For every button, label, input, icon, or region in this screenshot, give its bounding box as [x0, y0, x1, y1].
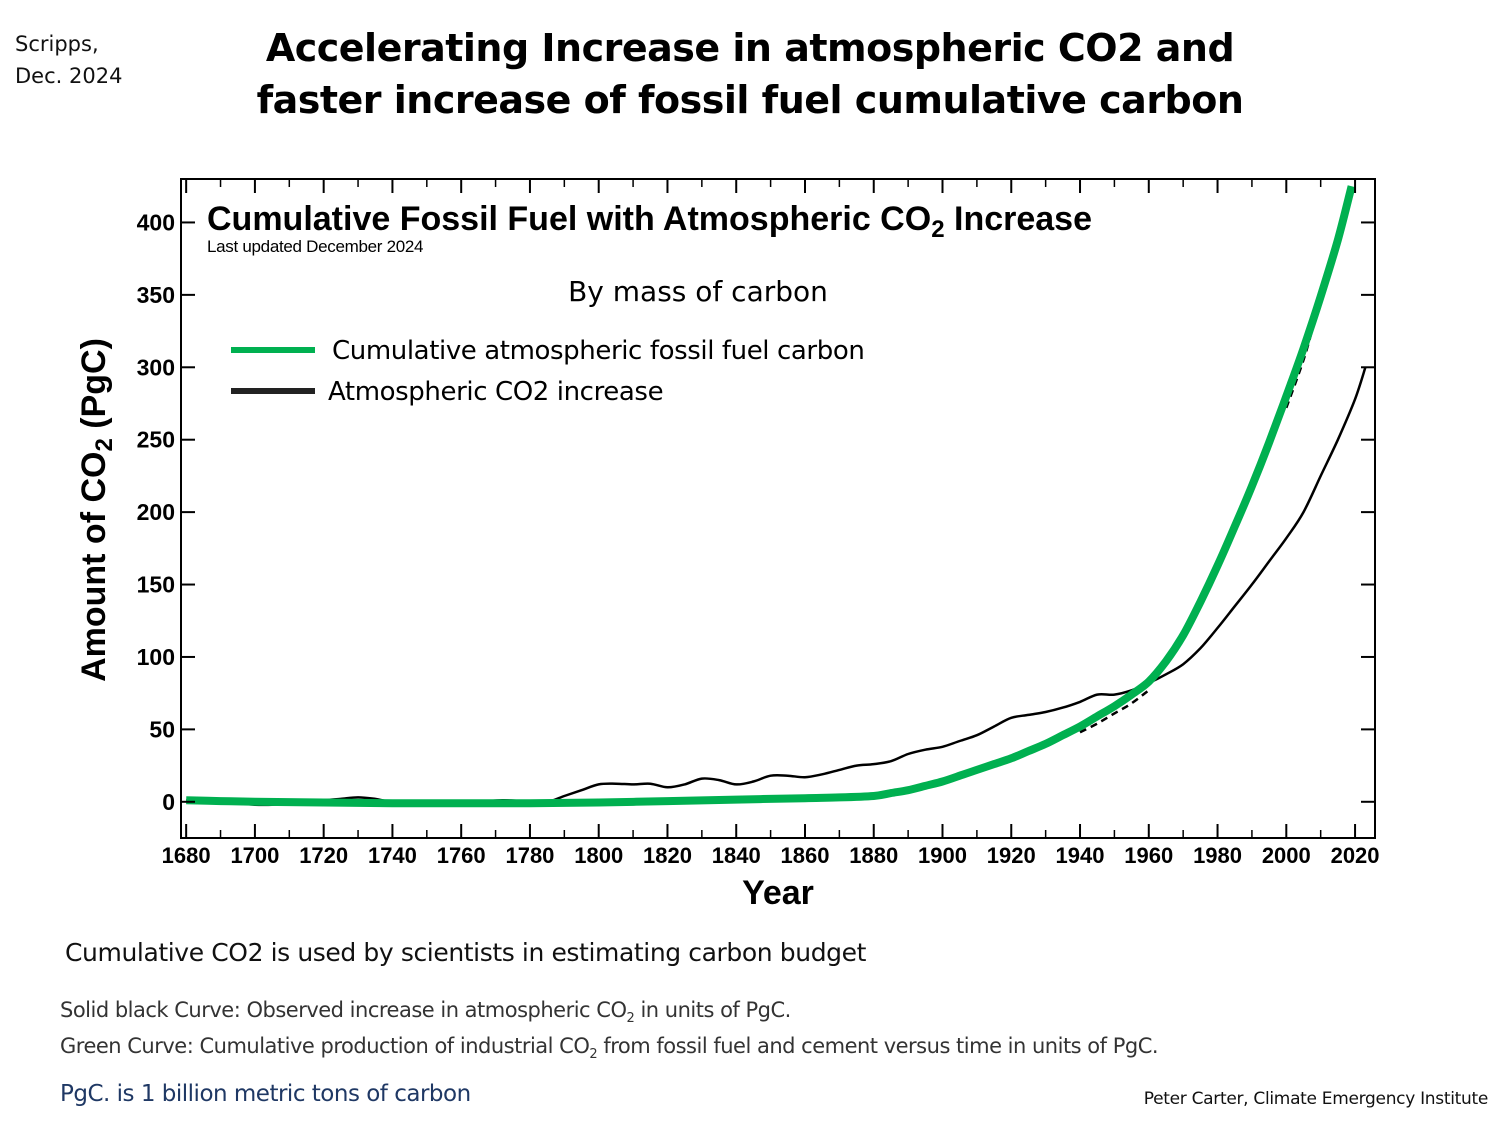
- x-tick-label: 1880: [849, 843, 898, 868]
- page-title: Accelerating Increase in atmospheric CO2…: [200, 22, 1300, 126]
- page-title-line-2: faster increase of fossil fuel cumulativ…: [256, 78, 1244, 122]
- x-tick-labels: 1680 1700 1720 1740 1760 1780 1800 1820 1840 1860…: [162, 843, 1380, 868]
- y-tick-labels: 0 50 100 150 200 250 300 350 400: [137, 209, 175, 814]
- axis-ticks: [181, 179, 1375, 838]
- x-tick-label: 1860: [781, 843, 830, 868]
- x-tick-label: 2000: [1262, 843, 1311, 868]
- x-tick-label: 1820: [643, 843, 692, 868]
- chart: 1680 1700 1720 1740 1760 1780 1800 1820 1840 1860…: [75, 178, 1380, 912]
- note-green-curve-subscript: 2: [589, 1047, 598, 1063]
- series-line-atmospheric: [186, 366, 1367, 807]
- x-tick-label: 2020: [1331, 843, 1380, 868]
- note-black-curve-text: Solid black Curve: Observed increase in …: [60, 998, 627, 1022]
- pgc-definition: PgC. is 1 billion metric tons of carbon: [60, 1081, 471, 1107]
- source-line-2: Dec. 2024: [15, 64, 123, 88]
- y-tick-label: 100: [137, 644, 175, 670]
- note-green-curve-tail: from fossil fuel and cement versus time …: [597, 1034, 1159, 1058]
- x-tick-label: 1900: [918, 843, 967, 868]
- legend-label-green: Cumulative atmospheric fossil fuel carbo…: [332, 336, 864, 366]
- chart-subtitle: Last updated December 2024: [207, 237, 423, 256]
- chart-title-tail: Increase: [945, 200, 1092, 238]
- note-black-curve: Solid black Curve: Observed increase in …: [60, 998, 791, 1026]
- chart-title-subscript: 2: [931, 216, 944, 243]
- y-axis-label-subscript: 2: [91, 438, 118, 451]
- plot-frame: [180, 178, 1376, 839]
- y-axis-label-tail: (PgC): [75, 338, 113, 438]
- x-tick-label: 1680: [162, 843, 211, 868]
- y-tick-label: 350: [137, 282, 175, 308]
- y-tick-label: 250: [137, 427, 175, 453]
- x-tick-label: 1980: [1193, 843, 1242, 868]
- chart-annotation: By mass of carbon: [568, 275, 828, 308]
- chart-curves: [186, 185, 1367, 808]
- chart-title: Cumulative Fossil Fuel with Atmospheric …: [207, 200, 1092, 243]
- x-axis-label: Year: [742, 874, 814, 912]
- series-line-cumulative-fossil: [186, 185, 1356, 808]
- y-tick-label: 0: [162, 789, 175, 815]
- series-line-atmospheric-dashed: [1079, 689, 1150, 734]
- source-note: Scripps, Dec. 2024: [15, 28, 122, 92]
- x-tick-label: 1920: [987, 843, 1036, 868]
- y-axis-label: Amount of CO2 (PgC): [75, 338, 118, 682]
- source-line-1: Scripps,: [15, 32, 99, 56]
- credit: Peter Carter, Climate Emergency Institut…: [1143, 1089, 1489, 1109]
- note-black-curve-subscript: 2: [626, 1011, 635, 1027]
- x-tick-label: 1700: [230, 843, 279, 868]
- legend: Cumulative atmospheric fossil fuel carbo…: [231, 336, 865, 407]
- legend-label-black: Atmospheric CO2 increase: [328, 377, 663, 407]
- chart-title-main: Cumulative Fossil Fuel with Atmospheric …: [207, 200, 931, 238]
- x-tick-label: 1940: [1056, 843, 1105, 868]
- page-title-line-1: Accelerating Increase in atmospheric CO2…: [265, 26, 1235, 70]
- x-tick-label: 1760: [437, 843, 486, 868]
- note-black-curve-tail: in units of PgC.: [634, 998, 791, 1022]
- x-tick-label: 1800: [574, 843, 623, 868]
- y-tick-label: 150: [137, 572, 175, 598]
- y-tick-label: 50: [149, 716, 175, 742]
- y-tick-label: 300: [137, 354, 175, 380]
- y-axis-label-main: Amount of CO: [75, 452, 113, 682]
- x-tick-label: 1740: [368, 843, 417, 868]
- caption: Cumulative CO2 is used by scientists in …: [65, 938, 867, 967]
- x-tick-label: 1840: [712, 843, 761, 868]
- note-green-curve-text: Green Curve: Cumulative production of in…: [60, 1034, 590, 1058]
- note-green-curve: Green Curve: Cumulative production of in…: [60, 1034, 1159, 1063]
- y-tick-label: 200: [137, 499, 175, 525]
- x-tick-label: 1960: [1124, 843, 1173, 868]
- y-tick-label: 400: [137, 209, 175, 235]
- x-tick-label: 1780: [505, 843, 554, 868]
- x-tick-label: 1720: [299, 843, 348, 868]
